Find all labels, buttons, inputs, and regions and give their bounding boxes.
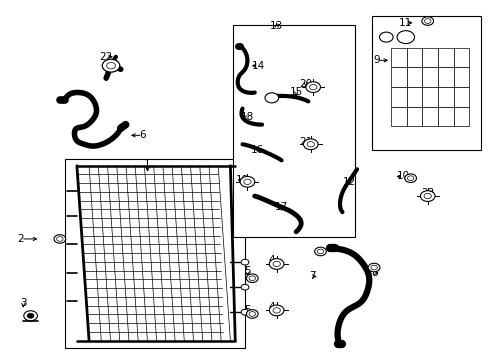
Circle shape [306, 82, 320, 93]
Circle shape [249, 312, 255, 316]
Circle shape [54, 235, 66, 243]
Circle shape [27, 313, 34, 318]
Circle shape [273, 261, 280, 267]
Bar [391, 67, 407, 87]
Circle shape [270, 258, 284, 269]
Circle shape [420, 191, 435, 202]
Circle shape [57, 237, 63, 241]
Bar [233, 24, 355, 237]
Circle shape [424, 193, 431, 199]
Text: 3: 3 [20, 298, 26, 308]
Circle shape [241, 284, 249, 290]
Circle shape [265, 93, 279, 103]
Circle shape [422, 17, 434, 25]
Circle shape [249, 276, 255, 280]
Circle shape [107, 63, 116, 69]
Circle shape [379, 32, 393, 42]
Bar [438, 48, 454, 67]
Text: 20: 20 [299, 78, 313, 89]
Circle shape [368, 263, 380, 272]
Text: 22: 22 [99, 52, 113, 62]
Text: 10: 10 [397, 171, 410, 181]
Bar [454, 107, 469, 126]
Text: 6: 6 [139, 130, 146, 140]
Text: 15: 15 [290, 87, 303, 98]
Text: 23: 23 [421, 188, 434, 198]
Bar [438, 107, 454, 126]
Circle shape [424, 19, 431, 23]
Bar [422, 48, 438, 67]
Bar [454, 87, 469, 107]
Bar [438, 87, 454, 107]
Bar [454, 67, 469, 87]
Circle shape [318, 249, 324, 254]
Bar [407, 48, 422, 67]
Circle shape [102, 59, 120, 72]
Bar [422, 87, 438, 107]
Circle shape [310, 85, 317, 90]
Circle shape [241, 259, 249, 265]
Text: 8: 8 [371, 268, 377, 278]
Text: 9: 9 [373, 55, 380, 65]
Circle shape [246, 310, 258, 318]
Text: 18: 18 [241, 112, 254, 122]
Text: 11: 11 [399, 18, 413, 28]
Circle shape [307, 141, 315, 147]
Bar [407, 87, 422, 107]
Bar [438, 67, 454, 87]
Circle shape [241, 309, 249, 315]
Bar [391, 87, 407, 107]
Circle shape [270, 305, 284, 316]
Circle shape [405, 174, 416, 183]
Bar [391, 48, 407, 67]
Circle shape [240, 176, 255, 187]
Text: 5: 5 [244, 305, 251, 315]
Circle shape [371, 265, 377, 270]
Circle shape [246, 274, 258, 283]
Bar [422, 107, 438, 126]
Text: 17: 17 [275, 202, 288, 212]
Text: 21: 21 [299, 138, 313, 148]
Bar [372, 16, 481, 150]
Text: 5: 5 [244, 266, 251, 276]
Circle shape [273, 308, 280, 313]
Bar [407, 67, 422, 87]
Text: 12: 12 [343, 177, 356, 187]
Circle shape [244, 179, 251, 184]
Bar [454, 48, 469, 67]
Text: 2: 2 [18, 234, 24, 244]
Text: 19: 19 [236, 175, 249, 185]
Circle shape [24, 311, 37, 321]
Text: 16: 16 [250, 145, 264, 155]
Text: 13: 13 [270, 21, 283, 31]
Circle shape [397, 31, 415, 44]
Bar [422, 67, 438, 87]
Text: 1: 1 [144, 159, 151, 169]
Circle shape [408, 176, 414, 181]
Bar [407, 107, 422, 126]
Bar [391, 107, 407, 126]
Bar [65, 158, 245, 348]
Text: 14: 14 [252, 61, 265, 71]
Circle shape [303, 139, 318, 150]
Circle shape [315, 247, 326, 256]
Text: 4: 4 [269, 302, 275, 312]
Text: 7: 7 [309, 271, 316, 282]
Text: 4: 4 [269, 255, 275, 265]
